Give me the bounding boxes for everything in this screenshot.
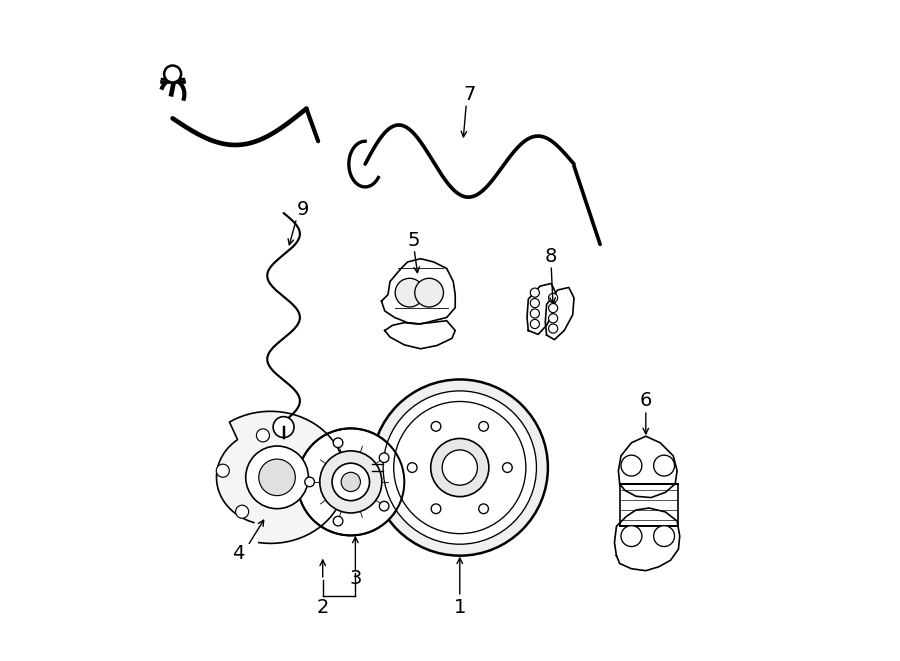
Circle shape bbox=[383, 391, 536, 544]
Circle shape bbox=[236, 505, 248, 518]
Circle shape bbox=[479, 422, 489, 431]
Text: 6: 6 bbox=[640, 391, 652, 410]
Polygon shape bbox=[620, 484, 679, 526]
Circle shape bbox=[379, 453, 389, 463]
Circle shape bbox=[332, 463, 370, 500]
Circle shape bbox=[259, 459, 295, 496]
Circle shape bbox=[333, 516, 343, 526]
Text: 1: 1 bbox=[454, 598, 466, 617]
Text: 3: 3 bbox=[349, 569, 362, 588]
Circle shape bbox=[273, 416, 294, 438]
Circle shape bbox=[549, 324, 558, 333]
Circle shape bbox=[379, 501, 389, 511]
Circle shape bbox=[621, 455, 642, 476]
Circle shape bbox=[431, 438, 489, 496]
Text: 4: 4 bbox=[231, 544, 244, 563]
Circle shape bbox=[549, 293, 558, 303]
Circle shape bbox=[297, 428, 404, 535]
Polygon shape bbox=[615, 508, 680, 570]
Text: 7: 7 bbox=[464, 85, 476, 104]
Polygon shape bbox=[217, 411, 346, 543]
Polygon shape bbox=[527, 284, 555, 334]
Text: 2: 2 bbox=[317, 598, 328, 617]
Text: 5: 5 bbox=[408, 231, 420, 250]
Circle shape bbox=[530, 309, 539, 318]
Circle shape bbox=[320, 451, 382, 513]
Circle shape bbox=[246, 446, 309, 509]
Circle shape bbox=[621, 525, 642, 547]
Circle shape bbox=[372, 379, 548, 556]
Circle shape bbox=[653, 525, 674, 547]
Circle shape bbox=[408, 463, 417, 473]
Circle shape bbox=[395, 278, 424, 307]
Circle shape bbox=[256, 429, 269, 442]
Circle shape bbox=[415, 278, 444, 307]
Circle shape bbox=[530, 299, 539, 307]
Polygon shape bbox=[384, 321, 455, 349]
Circle shape bbox=[549, 303, 558, 313]
Circle shape bbox=[549, 314, 558, 323]
Circle shape bbox=[216, 464, 230, 477]
Polygon shape bbox=[545, 288, 574, 340]
Circle shape bbox=[502, 463, 512, 473]
Circle shape bbox=[442, 450, 477, 485]
Circle shape bbox=[653, 455, 674, 476]
Text: 8: 8 bbox=[545, 247, 557, 266]
Circle shape bbox=[431, 504, 441, 514]
Polygon shape bbox=[618, 436, 677, 498]
Circle shape bbox=[530, 319, 539, 329]
Text: 9: 9 bbox=[297, 200, 310, 219]
Circle shape bbox=[431, 422, 441, 431]
Circle shape bbox=[341, 473, 360, 492]
Circle shape bbox=[164, 65, 181, 83]
Circle shape bbox=[530, 288, 539, 297]
Circle shape bbox=[333, 438, 343, 447]
Circle shape bbox=[479, 504, 489, 514]
Circle shape bbox=[305, 477, 314, 486]
Polygon shape bbox=[382, 258, 455, 324]
